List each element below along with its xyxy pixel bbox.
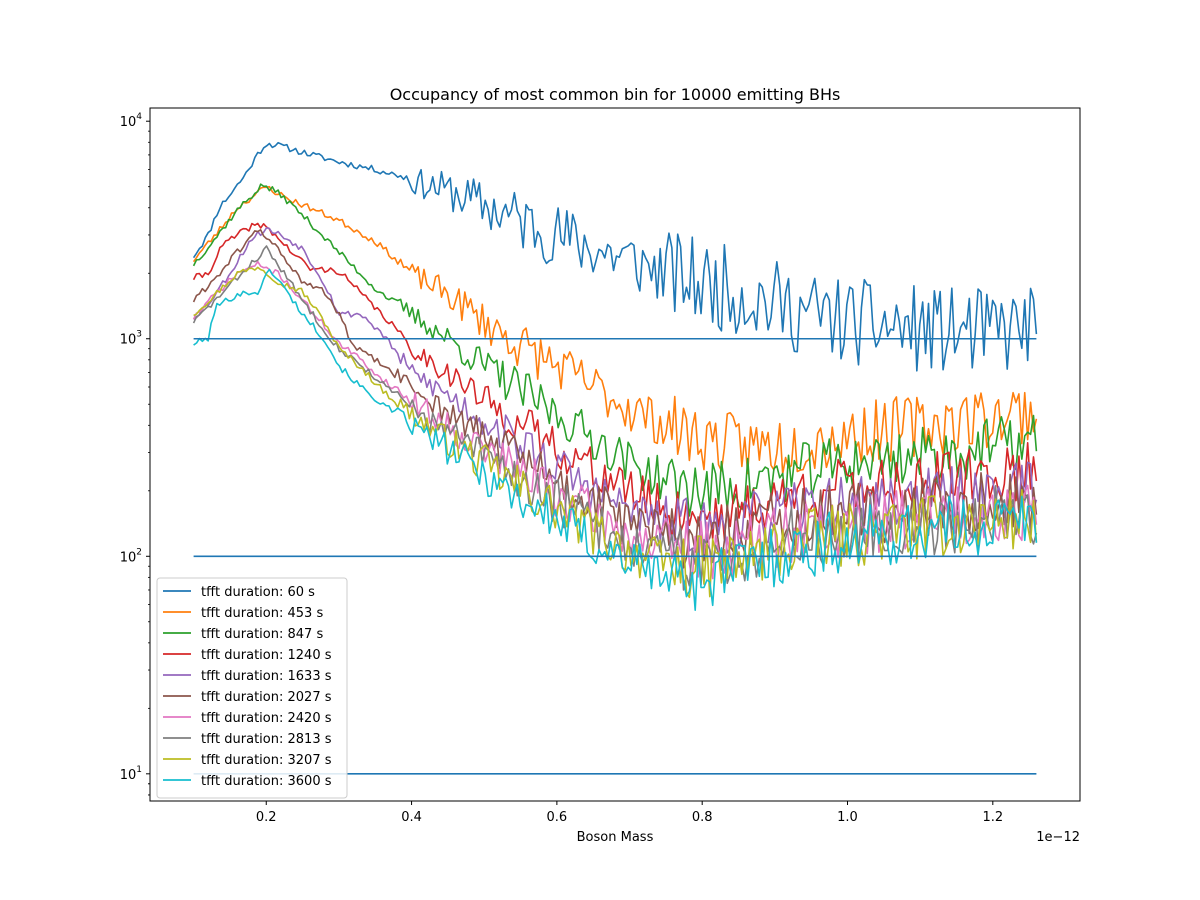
legend-entry: tfft duration: 60 s bbox=[201, 585, 315, 600]
series-line bbox=[192, 141, 1038, 372]
legend-entry: tfft duration: 1633 s bbox=[201, 669, 332, 684]
x-tick-label: 1.0 bbox=[837, 810, 858, 825]
x-tick-label: 0.6 bbox=[547, 810, 568, 825]
y-tick-label: 103 bbox=[120, 330, 142, 348]
y-tick-label: 104 bbox=[120, 112, 143, 130]
y-axis-ticks: 101 102 103 104 bbox=[120, 112, 150, 796]
series-layer bbox=[192, 141, 1038, 612]
x-axis-offset-label: 1e−12 bbox=[1036, 830, 1080, 845]
y-tick-label: 101 bbox=[120, 765, 142, 783]
y-tick-label: 102 bbox=[120, 547, 142, 565]
legend-entry: tfft duration: 2420 s bbox=[201, 711, 332, 726]
x-tick-label: 0.2 bbox=[256, 810, 277, 825]
legend: tfft duration: 60 s tfft duration: 453 s t… bbox=[156, 577, 348, 799]
legend-entry: tfft duration: 3207 s bbox=[201, 753, 332, 768]
series-line bbox=[192, 245, 1038, 591]
legend-entry: tfft duration: 3600 s bbox=[201, 774, 332, 789]
chart-title: Occupancy of most common bin for 10000 e… bbox=[390, 85, 841, 104]
legend-entry: tfft duration: 2027 s bbox=[201, 690, 332, 705]
legend-entry: tfft duration: 2813 s bbox=[201, 732, 332, 747]
x-tick-label: 0.8 bbox=[692, 810, 713, 825]
series-line bbox=[192, 260, 1038, 580]
x-axis-label: Boson Mass bbox=[577, 830, 654, 845]
legend-entry: tfft duration: 847 s bbox=[201, 627, 323, 642]
x-tick-label: 1.2 bbox=[982, 810, 1003, 825]
plot-frame bbox=[149, 107, 1081, 802]
x-axis-ticks: 0.2 0.4 0.6 0.8 1.0 1.2 bbox=[256, 801, 1003, 825]
series-line bbox=[193, 268, 1038, 612]
legend-entry: tfft duration: 1240 s bbox=[201, 648, 332, 663]
legend-box bbox=[156, 577, 348, 799]
series-line bbox=[193, 266, 1038, 599]
series-line bbox=[192, 222, 1038, 540]
series-line bbox=[192, 229, 1038, 569]
series-line bbox=[192, 185, 1038, 475]
x-tick-label: 0.4 bbox=[401, 810, 422, 825]
legend-entry: tfft duration: 453 s bbox=[201, 606, 323, 621]
